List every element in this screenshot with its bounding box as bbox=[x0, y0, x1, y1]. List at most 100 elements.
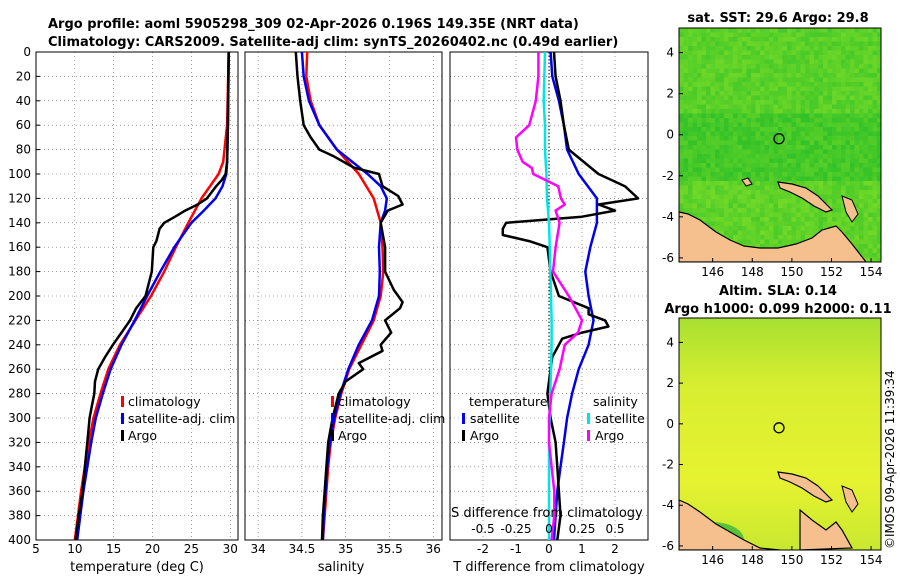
sst-cell bbox=[724, 190, 729, 195]
sst-cell bbox=[697, 113, 702, 119]
sst-cell bbox=[845, 158, 851, 164]
sst-cell bbox=[827, 140, 833, 146]
sst-cell bbox=[728, 77, 734, 83]
sst-cell bbox=[715, 118, 720, 123]
sst-cell bbox=[859, 28, 864, 33]
legend-s-satellite-label: satellite bbox=[595, 411, 645, 426]
sst-cell bbox=[751, 104, 756, 110]
sst-cell bbox=[679, 145, 684, 150]
sst-cell bbox=[841, 59, 846, 65]
sst-cell bbox=[850, 41, 855, 47]
sst-cell bbox=[782, 95, 788, 101]
sst-cell bbox=[692, 77, 698, 83]
sst-cell bbox=[724, 50, 729, 56]
sst-cell bbox=[688, 185, 693, 191]
sst-cell bbox=[850, 32, 855, 38]
sst-cell bbox=[769, 136, 774, 141]
sst-cell bbox=[710, 158, 716, 164]
sst-cell bbox=[841, 185, 846, 191]
sst-cell bbox=[841, 55, 846, 60]
sst-cell bbox=[710, 82, 716, 87]
sst-cell bbox=[728, 64, 734, 69]
sst-cell bbox=[701, 50, 707, 56]
sst-cell bbox=[854, 122, 860, 128]
sst-cell bbox=[787, 50, 792, 56]
sst-cell bbox=[764, 59, 770, 65]
sst-cell bbox=[728, 91, 734, 96]
sst-cell bbox=[859, 244, 864, 249]
sst-cell bbox=[787, 104, 792, 110]
sst-cell bbox=[728, 82, 734, 87]
sst-cell bbox=[760, 212, 765, 218]
sst-cell bbox=[778, 212, 783, 218]
sst-cell bbox=[859, 239, 864, 245]
sst-cell bbox=[872, 32, 878, 38]
sst-cell bbox=[859, 136, 864, 141]
sst-cell bbox=[841, 176, 846, 182]
sst-cell bbox=[715, 32, 720, 38]
sst-cell bbox=[872, 154, 878, 159]
sst-cell bbox=[751, 68, 756, 74]
sst-cell bbox=[823, 154, 828, 159]
sst-cell bbox=[701, 140, 707, 146]
sst-cell bbox=[773, 118, 779, 123]
sst-cell bbox=[845, 82, 851, 87]
sst-cell bbox=[733, 82, 738, 87]
sst-cell bbox=[701, 131, 707, 137]
sst-cell bbox=[800, 158, 806, 164]
sst-cell bbox=[760, 163, 765, 168]
sst-cell bbox=[791, 221, 797, 227]
sst-cell bbox=[877, 199, 881, 204]
sst-cell bbox=[737, 122, 743, 128]
sst-cell bbox=[850, 86, 855, 92]
sst-cell bbox=[751, 100, 756, 105]
sst-cell bbox=[823, 82, 828, 87]
sst-cell bbox=[742, 167, 747, 173]
sst-cell bbox=[832, 176, 837, 182]
sst-cell bbox=[863, 208, 869, 213]
sst-cell bbox=[710, 190, 716, 195]
sst-cell bbox=[863, 50, 869, 56]
sst-cell bbox=[854, 95, 860, 101]
sst-cell bbox=[769, 104, 774, 110]
sst-cell bbox=[859, 100, 864, 105]
sst-cell bbox=[760, 68, 765, 74]
sst-cell bbox=[773, 122, 779, 128]
sst-cell bbox=[868, 248, 873, 254]
sst-cell bbox=[683, 158, 689, 164]
sst-cell bbox=[818, 208, 824, 213]
sst-cell bbox=[814, 122, 819, 128]
sst-cell bbox=[746, 212, 752, 218]
salinity-x-tick-label: -0.25 bbox=[500, 522, 531, 536]
sst-cell bbox=[755, 185, 761, 191]
sst-cell bbox=[823, 212, 828, 218]
sst-cell bbox=[728, 41, 734, 47]
sst-cell bbox=[701, 212, 707, 218]
sst-cell bbox=[845, 172, 851, 177]
sst-cell bbox=[805, 77, 810, 83]
sst-cell bbox=[805, 176, 810, 182]
x-tick-label: 35 bbox=[338, 542, 353, 556]
sst-cell bbox=[742, 37, 747, 42]
sst-cell bbox=[737, 113, 743, 119]
sst-cell bbox=[719, 122, 725, 128]
sst-cell bbox=[836, 73, 842, 78]
sst-cell bbox=[796, 194, 801, 200]
sst-cell bbox=[809, 212, 815, 218]
sst-cell bbox=[746, 100, 752, 105]
sst-cell bbox=[751, 203, 756, 209]
sst-cell bbox=[769, 199, 774, 204]
sst-cell bbox=[868, 73, 873, 78]
sst-cell bbox=[701, 64, 707, 69]
sst-cell bbox=[787, 163, 792, 168]
sst-cell bbox=[877, 91, 881, 96]
sst-cell bbox=[827, 167, 833, 173]
sst-cell bbox=[872, 91, 878, 96]
sst-cell bbox=[701, 113, 707, 119]
sst-cell bbox=[809, 181, 815, 186]
sst-cell bbox=[733, 64, 738, 69]
sst-cell bbox=[697, 86, 702, 92]
sst-cell bbox=[814, 64, 819, 69]
sst-cell bbox=[751, 185, 756, 191]
sst-cell bbox=[692, 203, 698, 209]
